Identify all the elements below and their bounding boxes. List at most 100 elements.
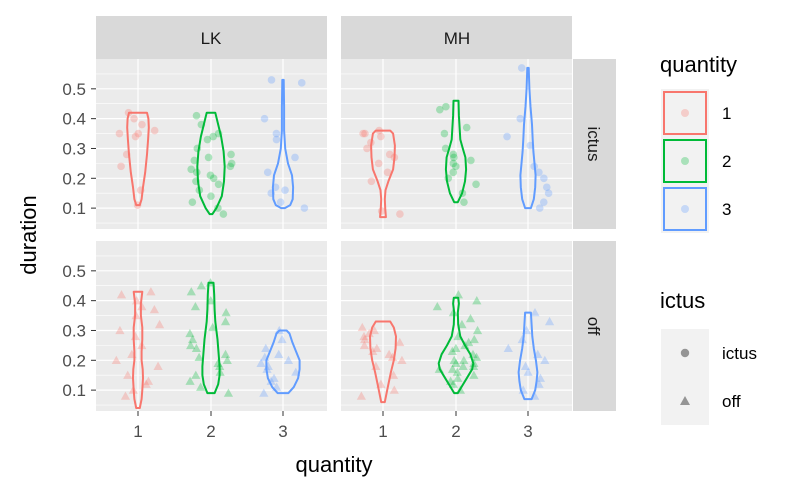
data-point	[220, 349, 231, 359]
data-point	[269, 373, 279, 382]
data-point	[535, 204, 544, 212]
data-point	[388, 370, 399, 379]
legend-key-circle	[680, 348, 690, 358]
data-point	[372, 343, 382, 353]
data-point	[153, 361, 163, 370]
data-point	[395, 337, 405, 347]
strips-layer: LK MH ictus off	[96, 16, 616, 411]
y-tick-label: 0.2	[62, 351, 86, 370]
data-point	[196, 281, 206, 290]
data-point	[190, 156, 199, 165]
data-point	[141, 379, 151, 388]
data-point	[138, 120, 146, 129]
y-tick-label: 0.4	[62, 110, 86, 129]
violin-quantity-3	[265, 329, 301, 395]
data-point	[130, 114, 138, 123]
data-point	[535, 373, 546, 382]
data-point	[377, 132, 385, 141]
data-point	[383, 168, 392, 177]
data-point	[447, 346, 457, 356]
data-point	[464, 337, 474, 347]
axes-layer: 0.1 0.2 0.3 0.4 0.5 0.1 0.2 0.3 0.4 0.5 1 2 3 1 2 3	[62, 80, 532, 441]
data-point	[523, 367, 533, 376]
y-tick-label: 0.3	[62, 321, 86, 340]
data-point	[207, 192, 215, 200]
data-point	[472, 180, 480, 189]
legend-key-bg	[661, 137, 709, 185]
violin-quantity-1	[132, 290, 144, 409]
violin-quantity-2	[437, 296, 475, 395]
data-point	[452, 367, 462, 376]
data-point	[542, 183, 551, 192]
data-point	[220, 316, 231, 326]
data-point	[191, 343, 202, 353]
data-point	[131, 132, 140, 141]
data-point	[465, 313, 476, 323]
data-point	[115, 325, 125, 335]
data-point	[206, 171, 215, 180]
data-point	[267, 76, 276, 84]
x-tick-label: 3	[278, 422, 287, 441]
data-point	[364, 328, 374, 338]
data-point	[447, 364, 458, 373]
data-point	[116, 290, 127, 299]
data-point	[539, 198, 548, 206]
strip-row-off-bg	[573, 241, 616, 411]
y-tick-label: 0.5	[62, 262, 86, 281]
data-point	[472, 296, 482, 305]
violin-quantity-1	[370, 129, 396, 219]
data-point	[467, 156, 475, 165]
data-point	[297, 79, 306, 87]
legend-key-point	[681, 109, 689, 117]
data-point	[396, 210, 404, 218]
data-point	[227, 159, 236, 168]
violin-quantity-1	[369, 320, 397, 404]
y-tick-label: 0.3	[62, 139, 86, 158]
data-point	[472, 325, 483, 335]
data-point	[256, 358, 266, 367]
y-tick-label: 0.1	[62, 381, 86, 400]
violin-quantity-3	[517, 311, 539, 401]
data-point	[146, 287, 156, 296]
data-point	[259, 388, 269, 397]
legend-quantity-label: 2	[722, 152, 731, 171]
data-point	[115, 129, 124, 138]
legend-key-point	[681, 205, 689, 213]
data-point	[385, 150, 394, 159]
legend-key-bg	[661, 89, 709, 137]
x-axis-title: quantity	[295, 452, 372, 477]
legend-layer: quantity 1 2 3 ictus ictus off	[660, 52, 757, 425]
y-tick-label: 0.2	[62, 169, 86, 188]
data-point	[291, 153, 299, 162]
legend-quantity-label: 3	[722, 200, 731, 219]
data-point	[517, 64, 526, 72]
data-point	[209, 174, 218, 183]
data-point	[540, 355, 550, 364]
data-point	[203, 135, 212, 144]
data-point	[360, 334, 370, 344]
legend-key-violin	[663, 91, 707, 135]
data-point	[272, 135, 281, 144]
data-point	[471, 352, 482, 361]
data-point	[361, 129, 369, 138]
data-point	[440, 129, 449, 138]
data-point	[359, 129, 367, 138]
data-point	[223, 388, 234, 397]
data-point	[117, 162, 125, 171]
data-point	[357, 322, 367, 332]
data-point	[453, 290, 464, 299]
y-tick-label: 0.5	[62, 80, 86, 99]
data-point	[449, 168, 458, 177]
data-point	[300, 204, 309, 212]
violin-quantity-3	[519, 66, 537, 210]
data-point	[283, 355, 294, 364]
data-point	[226, 162, 235, 171]
data-point	[208, 322, 218, 332]
data-point	[219, 210, 228, 218]
data-point	[186, 287, 196, 296]
data-point	[149, 304, 159, 314]
data-point	[449, 355, 459, 364]
panels-layer	[96, 59, 572, 411]
x-tick-label: 3	[523, 422, 532, 441]
